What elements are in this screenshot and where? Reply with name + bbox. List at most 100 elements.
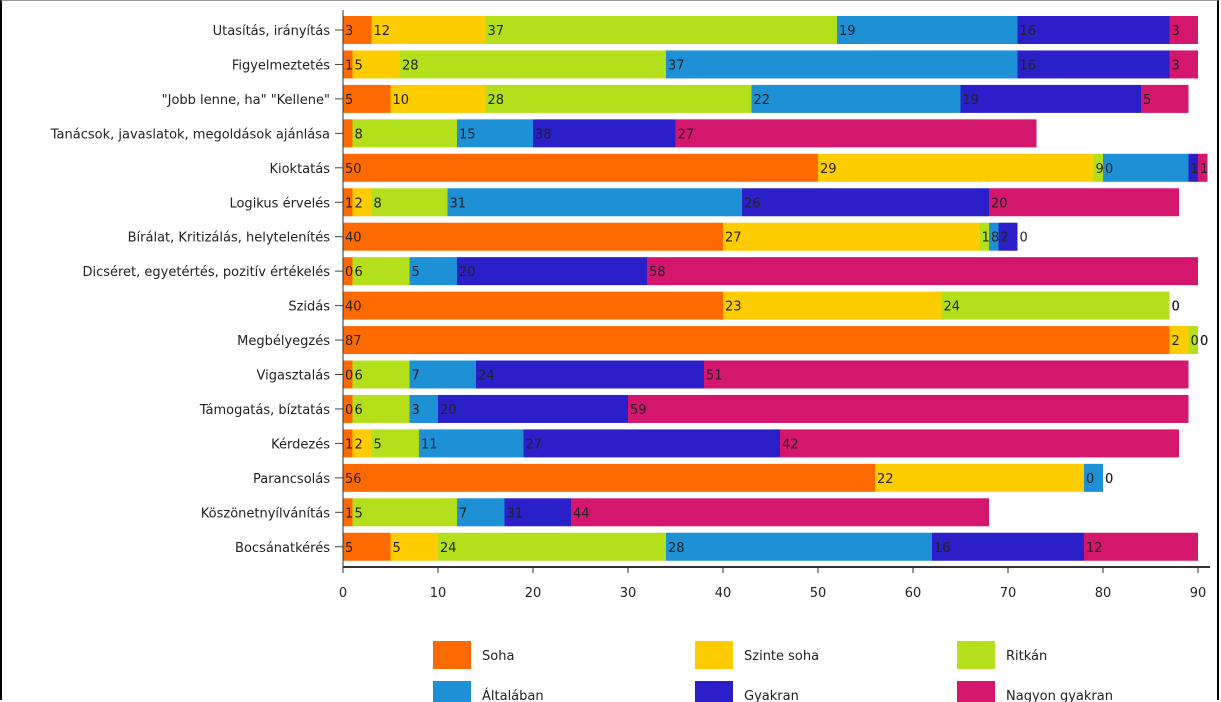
category-label-tanacsok-javaslatok-megoldasok-ajanlasa: Tanácsok, javaslatok, megoldások ajánlás… xyxy=(50,127,330,142)
bar-altalaban-logikus-erveles xyxy=(447,188,742,217)
bar-ritkan-jobb-lenne-ha-kellene xyxy=(485,84,752,113)
data-label-gyakran-kioktatas: 1 xyxy=(1191,162,1199,177)
data-label-altalaban-figyelmeztetes: 37 xyxy=(668,58,685,73)
bar-nagyon-gyakran-vigasztalas xyxy=(704,360,1189,389)
data-label-nagyon-gyakran-logikus-erveles: 20 xyxy=(991,196,1008,211)
data-label-ritkan-szidas: 24 xyxy=(944,300,961,315)
bar-gyakran-jobb-lenne-ha-kellene xyxy=(960,84,1141,113)
data-label-szinte-soha-parancsolas: 22 xyxy=(877,472,894,487)
data-label-gyakran-dicseret-egyetertes-pozitiv-ertekeles: 20 xyxy=(459,265,476,280)
x-tick-label-10: 10 xyxy=(430,586,447,601)
bar-gyakran-biralat-kritizalas-helytelenites xyxy=(998,222,1018,251)
category-label-dicseret-egyetertes-pozitiv-ertekeles: Dicséret, egyetértés, pozitív értékelés xyxy=(82,265,330,280)
bar-altalaban-vigasztalas xyxy=(409,360,476,389)
data-label-soha-biralat-kritizalas-helytelenites: 40 xyxy=(345,231,362,246)
bar-szinte-soha-megbelyegzes xyxy=(1169,326,1189,355)
data-label-altalaban-jobb-lenne-ha-kellene: 22 xyxy=(754,93,771,108)
x-tick-label-80: 80 xyxy=(1095,586,1112,601)
data-label-altalaban-koszonetnyilvanitas: 7 xyxy=(459,506,467,521)
bar-ritkan-figyelmeztetes xyxy=(400,50,666,79)
data-label-szinte-soha-megbelyegzes: 2 xyxy=(1172,334,1180,349)
bar-soha-kioktatas xyxy=(343,153,818,182)
category-label-utasitas-iranyitas: Utasítás, irányítás xyxy=(213,24,331,39)
bar-soha-bocsanatkeres xyxy=(343,532,391,561)
data-label-nagyon-gyakran-parancsolas: 0 xyxy=(1105,472,1113,487)
data-label-altalaban-kioktatas: 0 xyxy=(1105,162,1113,177)
data-label-altalaban-logikus-erveles: 31 xyxy=(450,196,467,211)
data-label-altalaban-kerdezes: 11 xyxy=(421,437,438,452)
bar-gyakran-kioktatas xyxy=(1188,153,1198,182)
x-tick-label-20: 20 xyxy=(525,586,542,601)
data-label-gyakran-figyelmeztetes: 16 xyxy=(1020,58,1037,73)
data-label-gyakran-megbelyegzes: 0 xyxy=(1200,334,1208,349)
data-label-soha-szidas: 40 xyxy=(345,300,362,315)
bar-soha-tanacsok-javaslatok-megoldasok-ajanlasa xyxy=(343,119,353,148)
data-label-soha-megbelyegzes: 87 xyxy=(345,334,362,349)
bar-ritkan-bocsanatkeres xyxy=(438,532,666,561)
category-label-kioktatas: Kioktatás xyxy=(269,162,330,177)
data-label-nagyon-gyakran-utasitas-iranyitas: 3 xyxy=(1172,24,1180,39)
category-label-tamogatas-biztatas: Támogatás, bíztatás xyxy=(199,403,331,418)
bar-nagyon-gyakran-figyelmeztetes xyxy=(1169,50,1198,79)
data-label-altalaban-parancsolas: 0 xyxy=(1086,472,1094,487)
bar-nagyon-gyakran-dicseret-egyetertes-pozitiv-ertekeles xyxy=(647,257,1198,286)
bar-ritkan-biralat-kritizalas-helytelenites xyxy=(979,222,989,251)
bar-soha-logikus-erveles xyxy=(343,188,353,217)
data-label-ritkan-utasitas-iranyitas: 37 xyxy=(488,24,505,39)
category-label-jobb-lenne-ha-kellene: "Jobb lenne, ha" "Kellene" xyxy=(162,93,330,108)
bar-nagyon-gyakran-bocsanatkeres xyxy=(1084,532,1198,561)
bar-soha-parancsolas xyxy=(343,463,875,492)
data-label-altalaban-vigasztalas: 7 xyxy=(412,369,420,384)
data-label-nagyon-gyakran-megbelyegzes: 0 xyxy=(1200,334,1208,349)
data-label-ritkan-figyelmeztetes: 28 xyxy=(402,58,419,73)
x-tick-label-0: 0 xyxy=(339,586,347,601)
category-label-logikus-erveles: Logikus érvelés xyxy=(229,196,330,211)
data-label-nagyon-gyakran-vigasztalas: 51 xyxy=(706,369,723,384)
bar-ritkan-tanacsok-javaslatok-megoldasok-ajanlasa xyxy=(352,119,457,148)
data-label-soha-figyelmeztetes: 1 xyxy=(345,58,353,73)
data-label-szinte-soha-kioktatas: 29 xyxy=(820,162,837,177)
bar-nagyon-gyakran-logikus-erveles xyxy=(989,188,1179,217)
bar-ritkan-tamogatas-biztatas xyxy=(352,394,410,423)
data-label-altalaban-biralat-kritizalas-helytelenites: 8 xyxy=(991,231,999,246)
category-label-bocsanatkeres: Bocsánatkérés xyxy=(235,541,330,556)
data-label-nagyon-gyakran-bocsanatkeres: 12 xyxy=(1086,541,1103,556)
legend-swatch-gyakran xyxy=(695,681,733,702)
legend-label-ritkan: Ritkán xyxy=(1006,649,1047,664)
data-label-gyakran-tanacsok-javaslatok-megoldasok-ajanlasa: 38 xyxy=(535,127,552,142)
data-label-gyakran-tamogatas-biztatas: 20 xyxy=(440,403,457,418)
bar-altalaban-tamogatas-biztatas xyxy=(409,394,438,423)
bar-altalaban-jobb-lenne-ha-kellene xyxy=(751,84,961,113)
bar-soha-koszonetnyilvanitas xyxy=(343,498,353,527)
data-label-altalaban-bocsanatkeres: 28 xyxy=(668,541,685,556)
bar-ritkan-logikus-erveles xyxy=(371,188,448,217)
data-label-nagyon-gyakran-kerdezes: 42 xyxy=(782,437,799,452)
category-label-parancsolas: Parancsolás xyxy=(253,472,330,487)
bar-soha-szidas xyxy=(343,291,723,320)
bar-altalaban-koszonetnyilvanitas xyxy=(457,498,505,527)
bar-altalaban-figyelmeztetes xyxy=(666,50,1018,79)
bar-gyakran-kerdezes xyxy=(523,429,780,458)
data-label-szinte-soha-biralat-kritizalas-helytelenites: 27 xyxy=(725,231,742,246)
data-label-ritkan-tanacsok-javaslatok-megoldasok-ajanlasa: 8 xyxy=(355,127,363,142)
bar-ritkan-megbelyegzes xyxy=(1188,326,1198,355)
bar-nagyon-gyakran-utasitas-iranyitas xyxy=(1169,16,1198,44)
data-label-szinte-soha-jobb-lenne-ha-kellene: 10 xyxy=(393,93,410,108)
data-label-gyakran-bocsanatkeres: 16 xyxy=(934,541,951,556)
data-label-gyakran-koszonetnyilvanitas: 31 xyxy=(507,506,524,521)
x-tick-label-70: 70 xyxy=(1000,586,1017,601)
data-label-soha-kerdezes: 1 xyxy=(345,437,353,452)
legend-label-szinte-soha: Szinte soha xyxy=(744,649,819,664)
data-label-altalaban-utasitas-iranyitas: 19 xyxy=(839,24,856,39)
bar-nagyon-gyakran-tamogatas-biztatas xyxy=(628,394,1189,423)
legend-swatch-altalaban xyxy=(433,681,471,702)
data-label-altalaban-tamogatas-biztatas: 3 xyxy=(412,403,420,418)
x-tick-label-50: 50 xyxy=(810,586,827,601)
bar-altalaban-biralat-kritizalas-helytelenites xyxy=(989,222,999,251)
bar-gyakran-dicseret-egyetertes-pozitiv-ertekeles xyxy=(457,257,647,286)
data-label-gyakran-biralat-kritizalas-helytelenites: 2 xyxy=(1001,231,1009,246)
bar-altalaban-kioktatas xyxy=(1103,153,1189,182)
data-label-gyakran-szidas: 0 xyxy=(1172,300,1180,315)
bar-szinte-soha-bocsanatkeres xyxy=(390,532,438,561)
